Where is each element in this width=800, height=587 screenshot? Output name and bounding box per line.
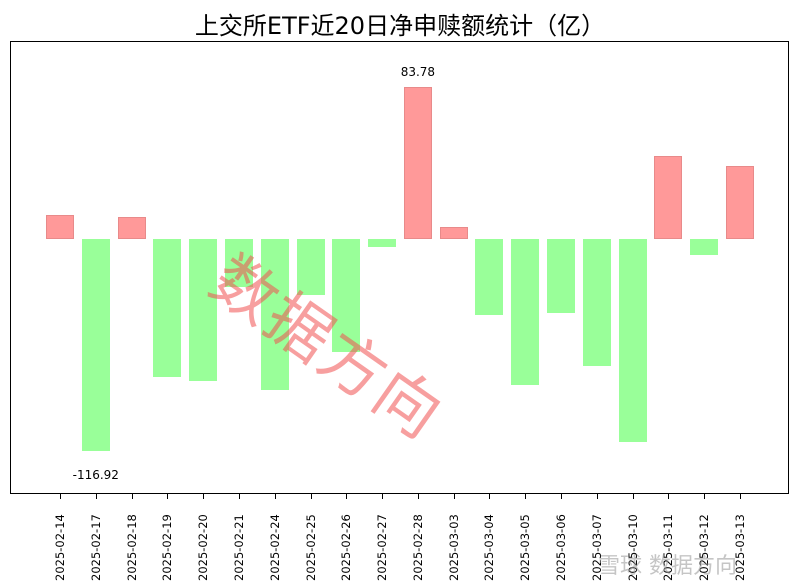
- x-tick-label: 2025-02-24: [267, 514, 282, 581]
- bar-2025-02-25: [296, 239, 325, 296]
- x-tick-label: 2025-03-13: [733, 514, 747, 581]
- x-tick: [668, 494, 670, 499]
- bar-2025-02-21: [224, 239, 253, 288]
- x-tick-label: 2025-03-04: [482, 514, 497, 581]
- x-tick-label: 2025-03-10: [625, 514, 640, 581]
- bar-2025-02-19: [153, 239, 182, 378]
- x-tick-label: 2025-03-12: [697, 514, 712, 581]
- bar-2025-02-24: [260, 239, 289, 390]
- bar-2025-03-12: [690, 239, 719, 255]
- x-tick: [704, 494, 706, 499]
- x-tick: [238, 494, 240, 499]
- data-label-min: -116.92: [72, 468, 119, 483]
- x-tick-label: 2025-02-25: [303, 514, 318, 581]
- x-tick-label: 2025-02-26: [339, 514, 354, 581]
- x-tick: [203, 494, 205, 499]
- x-tick-label: 2025-02-14: [53, 514, 67, 581]
- x-tick-label: 2025-02-27: [375, 514, 390, 581]
- x-tick: [489, 494, 491, 499]
- plot-area: [10, 41, 789, 494]
- x-tick: [310, 494, 312, 499]
- x-tick: [60, 494, 61, 499]
- bar-2025-02-17: [81, 239, 110, 452]
- x-tick-label: 2025-02-17: [88, 514, 103, 581]
- bar-2025-03-03: [439, 227, 468, 239]
- bar-2025-02-26: [332, 239, 361, 353]
- bar-2025-03-10: [618, 239, 647, 443]
- bar-2025-02-18: [117, 217, 146, 239]
- x-tick-label: 2025-03-06: [554, 514, 569, 581]
- x-tick: [632, 494, 634, 499]
- x-tick-label: 2025-03-05: [518, 514, 533, 581]
- x-tick: [131, 494, 133, 499]
- x-tick-label: 2025-02-19: [160, 514, 175, 581]
- bar-2025-03-07: [582, 239, 611, 366]
- bar-2025-03-04: [475, 239, 504, 316]
- x-tick: [274, 494, 276, 499]
- x-tick-label: 2025-02-21: [231, 514, 246, 581]
- x-tick: [382, 494, 384, 499]
- x-tick-label: 2025-02-18: [124, 514, 139, 581]
- x-tick: [95, 494, 97, 499]
- x-tick-label: 2025-03-07: [589, 514, 604, 581]
- x-tick: [561, 494, 563, 499]
- x-tick: [740, 494, 741, 499]
- x-tick-label: 2025-02-20: [196, 514, 211, 581]
- data-label-max: 83.78: [400, 64, 436, 79]
- x-tick: [417, 494, 419, 499]
- x-tick-label: 2025-03-11: [661, 514, 676, 581]
- x-tick-label: 2025-03-03: [446, 514, 461, 581]
- bar-2025-02-20: [189, 239, 218, 382]
- chart-title: 上交所ETF近20日净申赎额统计（亿）: [194, 12, 606, 40]
- bar-2025-02-28: [403, 86, 432, 239]
- bar-2025-02-27: [368, 239, 397, 247]
- x-tick-label: 2025-02-28: [410, 514, 425, 581]
- bar-2025-03-13: [726, 166, 754, 239]
- x-tick: [346, 494, 348, 499]
- bar-2025-03-06: [547, 239, 576, 314]
- x-tick: [167, 494, 169, 499]
- bar-2025-02-14: [46, 215, 74, 239]
- bar-2025-03-11: [654, 156, 683, 239]
- x-tick: [453, 494, 455, 499]
- x-tick: [596, 494, 598, 499]
- bar-2025-03-05: [511, 239, 540, 386]
- x-tick: [525, 494, 527, 499]
